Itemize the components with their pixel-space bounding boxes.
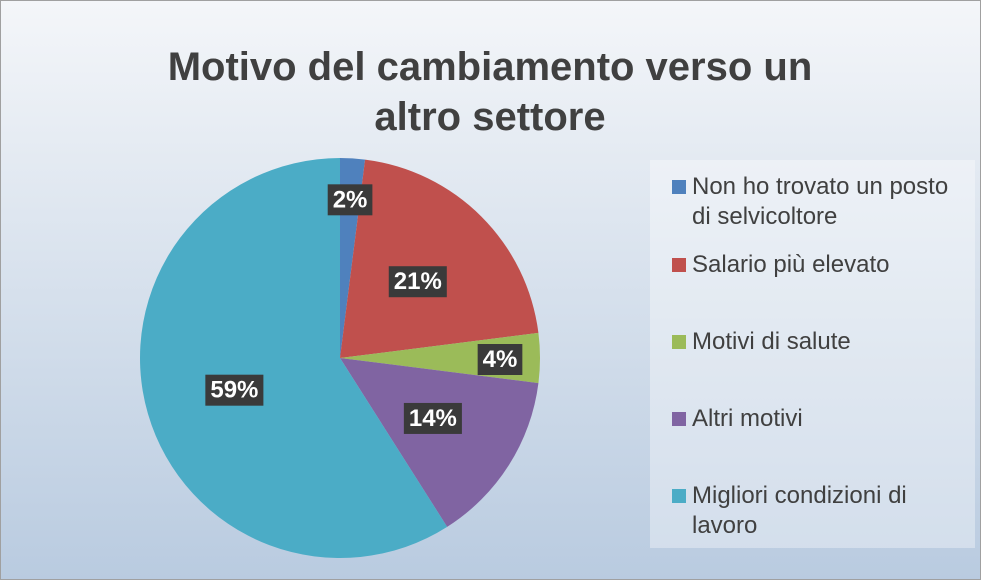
- legend-label: Motivi di salute: [692, 328, 851, 355]
- data-label: 59%: [210, 377, 258, 404]
- pie: 2% 21% 4% 14% 59%: [139, 158, 540, 558]
- legend-entry: Salario più elevato: [672, 250, 965, 327]
- legend-entry: Migliori condizioni di lavoro: [672, 481, 965, 559]
- legend-label: Migliori condizioni di lavoro: [692, 482, 907, 539]
- legend-label: Salario più elevato: [692, 251, 890, 278]
- data-label: 2%: [333, 186, 368, 213]
- chart-title: Motivo del cambiamento verso un altro set…: [168, 45, 813, 139]
- data-label-box: [403, 402, 462, 434]
- pie-slice: [340, 159, 539, 358]
- data-label-box: [388, 266, 447, 298]
- legend-entry: Non ho trovato un posto di selvicoltore: [672, 172, 965, 250]
- legend-label: Non ho trovato un posto di selvicoltore: [692, 173, 949, 230]
- data-label-box: [205, 374, 264, 406]
- legend: Non ho trovato un posto di selvicoltore S…: [650, 160, 975, 548]
- legend-entry: Altri motivi: [672, 404, 965, 481]
- data-label-box: [477, 344, 523, 375]
- data-label-box: [327, 184, 373, 216]
- data-label: 14%: [409, 405, 457, 432]
- pie-slice: [139, 158, 448, 558]
- legend-swatch: [672, 335, 686, 349]
- data-label: 21%: [394, 268, 442, 295]
- legend-label: Altri motivi: [692, 405, 803, 432]
- legend-swatch: [672, 180, 686, 194]
- data-label: 4%: [483, 346, 518, 373]
- legend-entry: Motivi di salute: [672, 327, 965, 404]
- legend-swatch: [672, 412, 686, 426]
- legend-swatch: [672, 489, 686, 503]
- legend-swatch: [672, 258, 686, 272]
- pie-slice: [340, 358, 539, 527]
